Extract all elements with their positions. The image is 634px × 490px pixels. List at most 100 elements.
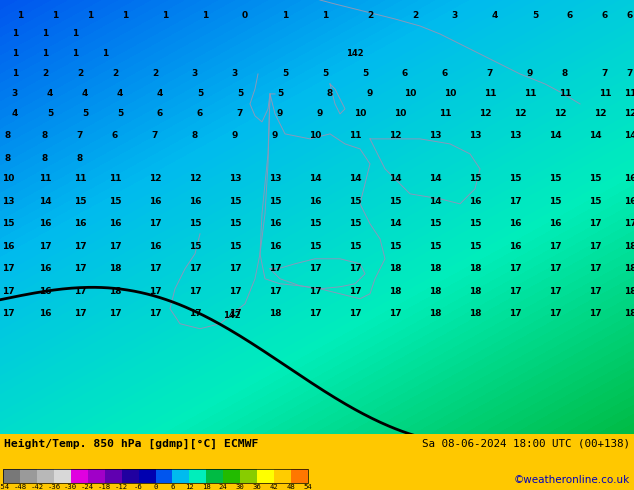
Text: 9: 9 [232,131,238,141]
Text: 1: 1 [12,49,18,58]
Text: 24: 24 [219,484,228,490]
Text: 16: 16 [508,242,521,251]
Text: 16: 16 [189,197,201,206]
Text: 14: 14 [389,174,401,183]
Text: 4: 4 [12,109,18,119]
Text: 18: 18 [269,309,281,318]
Text: 8: 8 [42,131,48,141]
Text: 5: 5 [277,89,283,98]
Text: 16: 16 [269,242,281,251]
Text: 4: 4 [47,89,53,98]
Text: 3: 3 [232,70,238,78]
Bar [139,469,155,483]
Text: 17: 17 [548,242,561,251]
Text: 6: 6 [197,109,203,119]
Text: Height/Temp. 850 hPa [gdmp][°C] ECMWF: Height/Temp. 850 hPa [gdmp][°C] ECMWF [4,438,259,448]
Text: 14: 14 [429,174,441,183]
Bar [155,469,172,483]
Text: 1: 1 [72,49,78,58]
Text: 8: 8 [77,154,83,163]
Text: 11: 11 [598,89,611,98]
Text: 17: 17 [548,287,561,296]
Text: 17: 17 [389,309,401,318]
Text: 2: 2 [42,70,48,78]
Text: 17: 17 [309,287,321,296]
Text: 1: 1 [17,11,23,21]
Text: -48: -48 [13,484,27,490]
Text: -36: -36 [48,484,60,490]
Text: 17: 17 [2,309,15,318]
Text: 5: 5 [237,89,243,98]
Text: 18: 18 [624,264,634,273]
Text: 16: 16 [549,220,561,228]
Text: 15: 15 [74,197,86,206]
Text: 5: 5 [47,109,53,119]
Text: 14: 14 [548,131,561,141]
Text: 13: 13 [269,174,281,183]
Text: 17: 17 [149,309,161,318]
Text: 6: 6 [602,11,608,21]
Text: 6: 6 [442,70,448,78]
Text: 1: 1 [102,49,108,58]
Text: 17: 17 [74,242,86,251]
Text: 14: 14 [349,174,361,183]
Text: 14: 14 [589,131,601,141]
Text: 17: 17 [349,287,361,296]
Bar [274,469,291,483]
Text: 13: 13 [229,174,242,183]
Bar [20,469,37,483]
Text: 10: 10 [444,89,456,98]
Text: -24: -24 [81,484,94,490]
Text: 18: 18 [389,264,401,273]
Text: 17: 17 [508,264,521,273]
Text: 9: 9 [272,131,278,141]
Text: -18: -18 [98,484,111,490]
Text: 8: 8 [5,131,11,141]
Text: 11: 11 [484,89,496,98]
Text: 12: 12 [389,131,401,141]
Text: 14: 14 [309,174,321,183]
Text: 15: 15 [429,220,441,228]
Text: 17: 17 [548,264,561,273]
Bar [3,469,308,483]
Text: 17: 17 [108,242,121,251]
Text: 18: 18 [429,309,441,318]
Text: 12: 12 [624,109,634,119]
Text: 1: 1 [12,29,18,39]
Text: 17: 17 [508,287,521,296]
Text: 11: 11 [349,131,361,141]
Text: 1: 1 [87,11,93,21]
Text: 17: 17 [589,264,601,273]
Text: Sa 08-06-2024 18:00 UTC (00+138): Sa 08-06-2024 18:00 UTC (00+138) [422,438,630,448]
Text: 7: 7 [487,70,493,78]
Text: 1: 1 [282,11,288,21]
Text: 14: 14 [429,197,441,206]
Text: 17: 17 [349,264,361,273]
Text: 16: 16 [269,220,281,228]
Text: 16: 16 [39,220,51,228]
Text: 16: 16 [149,197,161,206]
Text: 6: 6 [171,484,174,490]
Text: 15: 15 [229,197,242,206]
Text: 17: 17 [74,309,86,318]
Text: 11: 11 [559,89,571,98]
Text: 15: 15 [508,174,521,183]
Text: 2: 2 [412,11,418,21]
Bar [122,469,139,483]
Text: 9: 9 [527,70,533,78]
Bar [37,469,54,483]
Text: 4: 4 [157,89,163,98]
Text: 7: 7 [627,70,633,78]
Text: 13: 13 [508,131,521,141]
Text: 17: 17 [589,242,601,251]
Text: 0: 0 [242,11,248,21]
Text: 8: 8 [192,131,198,141]
Text: 12: 12 [479,109,491,119]
Text: 1: 1 [42,49,48,58]
Text: 7: 7 [602,70,608,78]
Text: 12: 12 [514,109,526,119]
Text: 5: 5 [282,70,288,78]
Text: 11: 11 [624,89,634,98]
Text: 36: 36 [253,484,262,490]
Text: 4: 4 [492,11,498,21]
